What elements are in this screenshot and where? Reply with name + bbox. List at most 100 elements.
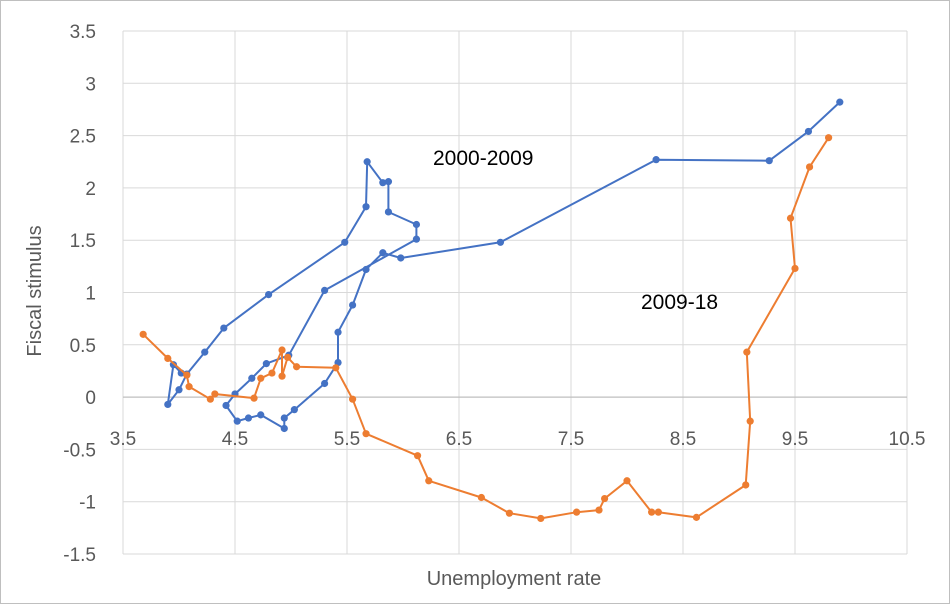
x-tick-label: 7.5	[558, 429, 584, 450]
x-tick-label: 3.5	[110, 429, 136, 450]
data-point	[321, 379, 329, 388]
data-point	[425, 477, 433, 485]
data-point	[278, 372, 286, 380]
data-point	[248, 374, 256, 382]
data-point	[164, 354, 172, 362]
data-point	[257, 374, 265, 382]
data-point	[505, 509, 513, 517]
data-point	[384, 178, 393, 186]
data-point	[262, 360, 270, 368]
series-group	[139, 98, 844, 523]
y-axis-title: Fiscal stimulus	[24, 225, 46, 356]
annotation-2009-18: 2009-18	[641, 291, 718, 314]
data-point	[379, 249, 387, 257]
data-point	[805, 163, 814, 171]
data-point	[496, 238, 505, 246]
data-point	[233, 417, 241, 425]
data-point	[384, 208, 393, 216]
data-point	[825, 134, 833, 142]
data-point	[206, 395, 214, 403]
data-point	[623, 477, 631, 485]
data-point	[742, 481, 750, 489]
data-point	[765, 157, 773, 165]
y-tick-label: 0.5	[70, 336, 96, 357]
series-line	[142, 137, 830, 520]
data-point	[222, 401, 230, 410]
x-axis-title: Unemployment rate	[427, 568, 602, 590]
data-point	[211, 390, 219, 398]
data-point	[290, 406, 298, 414]
data-point	[804, 127, 813, 136]
data-point	[349, 395, 357, 403]
x-tick-label: 8.5	[670, 429, 696, 450]
data-point	[185, 383, 193, 391]
data-point	[244, 414, 253, 422]
data-point	[654, 508, 662, 516]
y-tick-label: 3	[85, 74, 96, 95]
data-point	[164, 400, 172, 409]
data-point	[280, 414, 288, 422]
data-point	[250, 394, 258, 402]
x-tick-label: 9.5	[782, 429, 808, 450]
data-point	[183, 371, 191, 379]
y-tick-label: 2	[85, 179, 96, 200]
data-point	[362, 203, 370, 211]
data-point	[652, 156, 660, 164]
x-tick-label: 6.5	[446, 429, 472, 450]
data-point	[321, 286, 329, 295]
tick-labels: 3.532.521.510.50-0.5-1-1.53.5 4.5 5.5 6.5 7.…	[63, 22, 925, 566]
x-tick-label: 5.5	[334, 429, 360, 450]
data-point	[362, 430, 370, 438]
x-tick-label: 10.5	[889, 429, 926, 450]
data-point	[278, 346, 286, 354]
y-tick-label: 2.5	[70, 127, 96, 148]
data-point	[595, 506, 603, 514]
data-point	[257, 411, 265, 419]
data-point	[601, 494, 609, 503]
data-point	[791, 264, 799, 273]
y-tick-label: 1.5	[70, 231, 96, 252]
y-tick-label: 3.5	[70, 22, 96, 43]
data-point	[746, 417, 754, 425]
data-point	[332, 364, 340, 372]
data-point	[836, 98, 844, 106]
data-point	[284, 353, 292, 361]
data-point	[412, 220, 421, 229]
data-point	[268, 369, 276, 377]
y-tick-label: 1	[85, 284, 96, 305]
series-line	[166, 101, 841, 430]
data-point	[477, 493, 485, 502]
data-point	[786, 214, 795, 222]
gridlines	[122, 30, 908, 555]
data-point	[293, 363, 301, 371]
data-point	[139, 330, 147, 338]
data-point	[175, 386, 183, 394]
data-point	[280, 424, 288, 433]
data-point	[412, 235, 421, 243]
data-point	[201, 348, 209, 356]
data-point	[573, 508, 581, 516]
data-point	[220, 324, 228, 332]
data-point	[334, 328, 342, 336]
series-1	[139, 134, 833, 523]
data-point	[413, 452, 422, 460]
data-point	[397, 254, 405, 262]
data-point	[349, 301, 357, 309]
data-point	[743, 348, 751, 356]
data-point	[363, 158, 371, 166]
data-point	[648, 508, 656, 516]
y-tick-label: -0.5	[63, 440, 96, 461]
data-point	[265, 290, 273, 299]
data-point	[341, 238, 349, 246]
x-tick-label: 4.5	[222, 429, 248, 450]
y-tick-label: -1	[79, 493, 96, 514]
data-point	[537, 514, 545, 523]
data-point	[362, 265, 370, 274]
y-tick-label: -1.5	[63, 545, 96, 566]
y-tick-label: 0	[85, 388, 96, 409]
annotation-2000-2009: 2000-2009	[433, 147, 533, 170]
data-point	[379, 179, 387, 187]
data-point	[692, 513, 701, 521]
